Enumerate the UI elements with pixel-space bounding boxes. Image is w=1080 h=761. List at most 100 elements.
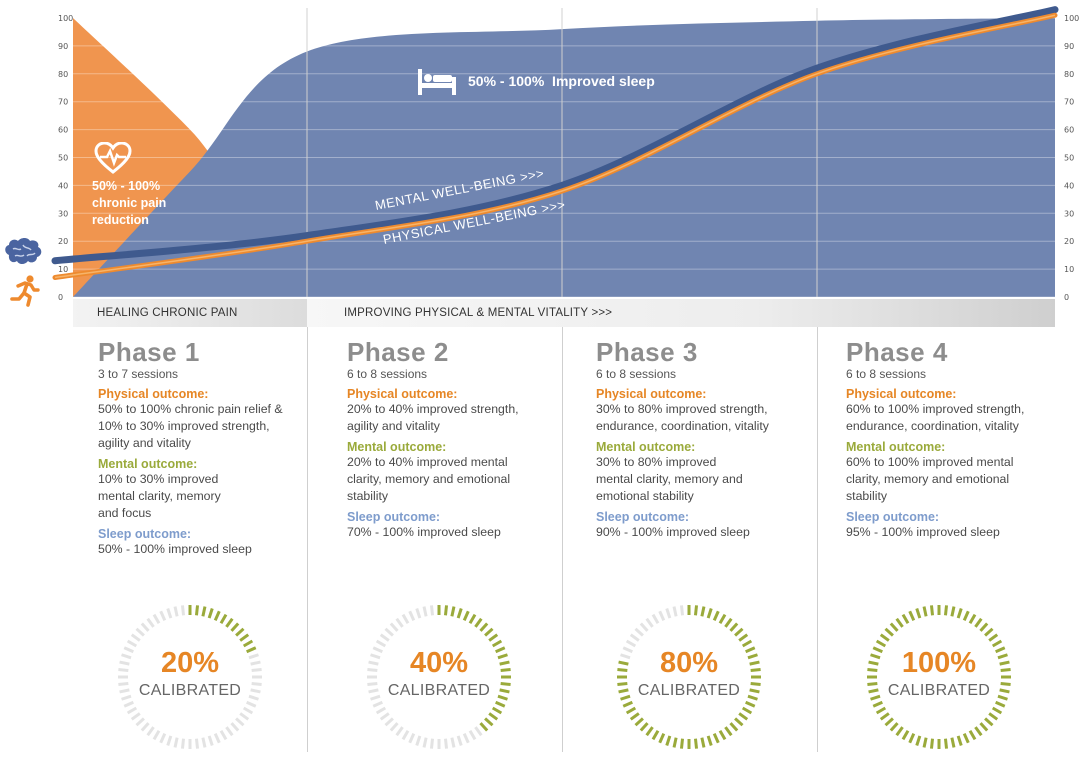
gauge-tick-filled — [950, 737, 956, 748]
sleep-outcome-label: Sleep outcome: — [846, 510, 940, 524]
gauge-tick-empty — [422, 737, 428, 748]
gauge-tick-filled — [974, 617, 983, 628]
gauge-tick-filled — [968, 613, 977, 625]
gauge-tick-filled — [984, 717, 994, 727]
gauge-tick-filled — [499, 660, 510, 666]
gauge-tick-empty — [250, 688, 261, 694]
gauge-tick-filled — [901, 729, 910, 741]
gauge-tick-filled — [712, 733, 720, 744]
y-tick-left: 80 — [58, 70, 68, 79]
physical-outcome-text: 20% to 40% improved strength, agility an… — [347, 402, 519, 433]
gauge-tick-empty — [620, 653, 631, 660]
gauge-percent: 100% — [901, 647, 977, 679]
gauge-tick-filled — [617, 681, 628, 687]
gauge-tick-empty — [672, 606, 678, 617]
gauge-tick-filled — [230, 622, 240, 632]
gauge-tick-filled — [974, 726, 983, 737]
y-tick-right: 10 — [1064, 265, 1074, 274]
gauge-tick-empty — [415, 735, 422, 746]
gauge-tick-filled — [984, 627, 994, 637]
gauge-tick-filled — [718, 729, 727, 741]
gauge-tick-empty — [166, 608, 173, 619]
physical-outcome-text: 60% to 100% improved strength, endurance… — [846, 402, 1025, 433]
mental-outcome-text: 20% to 40% improved mental clarity, memo… — [347, 455, 511, 503]
phase-title: Phase 3 — [596, 337, 698, 367]
gauge-tick-filled — [729, 722, 739, 732]
gauge-tick-empty — [235, 717, 245, 727]
gauge-tick-filled — [868, 688, 879, 694]
gauge-tick-filled — [718, 613, 727, 625]
chart-grid — [73, 8, 1055, 298]
gauge-tick-filled — [462, 610, 470, 621]
phase-divider — [307, 327, 308, 752]
gauge-tick-filled — [988, 633, 999, 642]
gauge-tick-filled — [749, 688, 760, 694]
gauge-tick-empty — [119, 688, 130, 694]
gauge-tick-filled — [450, 606, 456, 617]
gauge-tick-filled — [497, 694, 508, 701]
y-tick-left: 70 — [58, 98, 68, 107]
chart-lines — [51, 6, 1059, 280]
gauge-tick-empty — [135, 717, 145, 727]
sleep-outcome-label: Sleep outcome: — [98, 527, 192, 541]
gauge-tick-filled — [706, 608, 713, 619]
gauge-tick-empty — [450, 737, 456, 748]
physical-outcome-text: 30% to 80% improved strength, endurance,… — [596, 402, 769, 433]
calibration-gauge-phase-2: 40% CALIBRATED — [364, 602, 514, 752]
gauge-tick-empty — [146, 726, 155, 737]
gauge-tick-filled — [922, 737, 928, 748]
gauge-tick-filled — [884, 627, 894, 637]
gauge-tick-filled — [745, 700, 756, 708]
y-tick-left: 0 — [58, 293, 63, 300]
gauge-percent: 20% — [160, 647, 220, 679]
gauge-tick-empty — [395, 617, 404, 628]
gauge-tick-filled — [235, 627, 245, 637]
gauge-tick-filled — [749, 660, 760, 666]
gauge-tick-empty — [250, 660, 261, 666]
pain-annotation: 50% - 100% chronic pain reduction — [92, 141, 166, 229]
gauge-tick-filled — [207, 608, 214, 619]
gauge-tick-empty — [372, 646, 383, 654]
chart-areas — [73, 18, 1055, 297]
y-tick-right: 50 — [1064, 154, 1074, 163]
gauge-tick-filled — [479, 722, 489, 732]
gauge-tick-empty — [422, 606, 428, 617]
mental-outcome-label: Mental outcome: — [98, 457, 198, 471]
gauge-tick-filled — [622, 700, 633, 708]
gauge-tick-filled — [495, 700, 506, 708]
gauge-tick-filled — [693, 738, 699, 749]
gauge-tick-empty — [384, 627, 394, 637]
gauge-tick-filled — [500, 681, 511, 687]
gauge-tick-empty — [429, 738, 435, 749]
band-right-label: IMPROVING PHYSICAL & MENTAL VITALITY >>> — [344, 307, 613, 319]
y-tick-left: 90 — [58, 42, 68, 51]
mental-outcome-text: 30% to 80% improved mental clarity, memo… — [596, 455, 743, 503]
gauge-tick-filled — [618, 688, 629, 694]
gauge-tick-empty — [126, 639, 138, 648]
sleep-area — [73, 18, 1055, 297]
gauge-tick-empty — [634, 627, 644, 637]
y-tick-left: 60 — [58, 126, 68, 135]
gauge-tick-filled — [634, 717, 644, 727]
gauge-tick-empty — [456, 735, 463, 746]
gauge-tick-filled — [239, 633, 250, 642]
gauge-tick-filled — [706, 735, 713, 746]
gauge-tick-filled — [908, 733, 916, 744]
mental-outcome-text: 10% to 30% improved mental clarity, memo… — [98, 472, 221, 520]
gauge-tick-empty — [474, 726, 483, 737]
gauge-tick-empty — [130, 712, 141, 721]
gauge-tick-empty — [384, 717, 394, 727]
phase-title: Phase 4 — [846, 337, 948, 367]
gauge-ring — [118, 605, 262, 749]
gauge-tick-empty — [242, 706, 254, 715]
gauge-tick-empty — [408, 733, 416, 744]
bed-icon — [416, 66, 458, 96]
gauge-tick-empty — [379, 633, 390, 642]
gauge-tick-empty — [130, 633, 141, 642]
gauge-tick-empty — [665, 608, 672, 619]
gauge-tick-filled — [194, 605, 200, 616]
gauge-tick-filled — [618, 660, 629, 666]
gauge-tick-empty — [367, 681, 378, 687]
gauge-tick-filled — [929, 738, 935, 749]
gauge-tick-filled — [870, 694, 881, 701]
